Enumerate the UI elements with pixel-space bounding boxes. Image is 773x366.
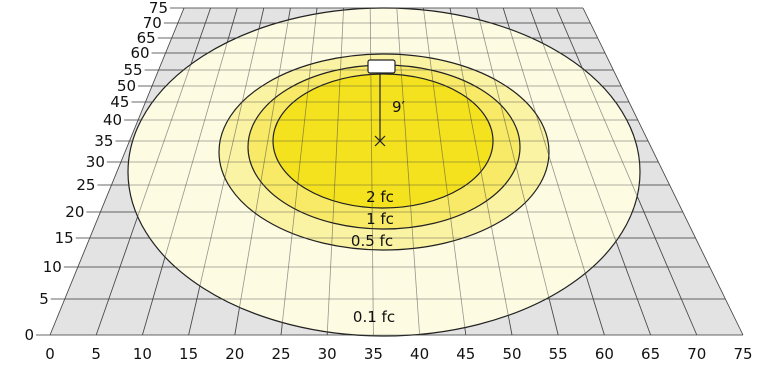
x-tick-label: 75	[733, 345, 752, 363]
grid-line-vertical	[396, 7, 420, 336]
floor-grid-overlay	[49, 7, 744, 336]
y-tick-label: 0	[24, 326, 34, 344]
x-tick-label: 30	[318, 345, 337, 363]
y-tick-label: 50	[117, 77, 136, 95]
y-tick-label: 15	[55, 229, 74, 247]
grid-line-vertical	[49, 7, 185, 336]
grid-line-vertical	[423, 7, 467, 336]
x-tick-label: 40	[410, 345, 429, 363]
grid-line-vertical	[326, 7, 344, 336]
y-tick-label: 70	[143, 14, 162, 32]
x-tick-label: 60	[595, 345, 614, 363]
grid-line-vertical	[582, 7, 744, 336]
grid-line-vertical	[95, 7, 211, 336]
contour-label-0-5-fc: 0.5 fc	[351, 232, 393, 250]
y-tick-label: 55	[123, 61, 142, 79]
grid-line-vertical	[529, 7, 651, 336]
y-tick-label: 25	[76, 176, 95, 194]
y-tick-label: 40	[103, 111, 122, 129]
y-tick-label: 30	[86, 153, 105, 171]
y-tick-label: 10	[43, 258, 62, 276]
y-tick-label: 20	[65, 203, 84, 221]
center-point-x-icon	[374, 135, 386, 147]
x-tick-label: 10	[133, 345, 152, 363]
grid-line-vertical	[280, 7, 318, 336]
x-tick-label: 65	[641, 345, 660, 363]
y-tick-label: 65	[137, 29, 156, 47]
y-tick-label: 35	[94, 132, 113, 150]
contour-label-0-1-fc: 0.1 fc	[353, 308, 395, 326]
contour-label-2-fc: 2 fc	[366, 188, 394, 206]
contour-label-1-fc: 1 fc	[366, 210, 394, 228]
mounting-height-label: 9′	[392, 98, 406, 116]
x-tick-label: 50	[502, 345, 521, 363]
x-tick-label: 5	[91, 345, 101, 363]
y-tick-label: 5	[39, 290, 49, 308]
x-tick-label: 70	[687, 345, 706, 363]
x-tick-label: 45	[456, 345, 475, 363]
grid-line-vertical	[234, 7, 291, 336]
grid-line-vertical	[142, 7, 238, 336]
grid-line-vertical	[502, 7, 605, 336]
x-tick-label: 20	[225, 345, 244, 363]
x-axis: 0 5 10 15 20 25 30 35 40 45 50 55 60 65 70 75	[45, 345, 752, 363]
grid-line-vertical	[449, 7, 513, 336]
y-tick-label: 45	[110, 93, 129, 111]
x-tick-label: 55	[549, 345, 568, 363]
y-tick-label: 60	[130, 44, 149, 62]
grid-line-vertical	[556, 7, 698, 336]
grid-line-vertical	[188, 7, 265, 336]
y-tick-label: 75	[149, 0, 168, 17]
x-tick-label: 0	[45, 345, 55, 363]
x-tick-label: 25	[271, 345, 290, 363]
x-tick-label: 15	[179, 345, 198, 363]
grid-line-vertical	[476, 7, 559, 336]
x-tick-label: 35	[364, 345, 383, 363]
light-fixture-icon	[367, 59, 396, 74]
